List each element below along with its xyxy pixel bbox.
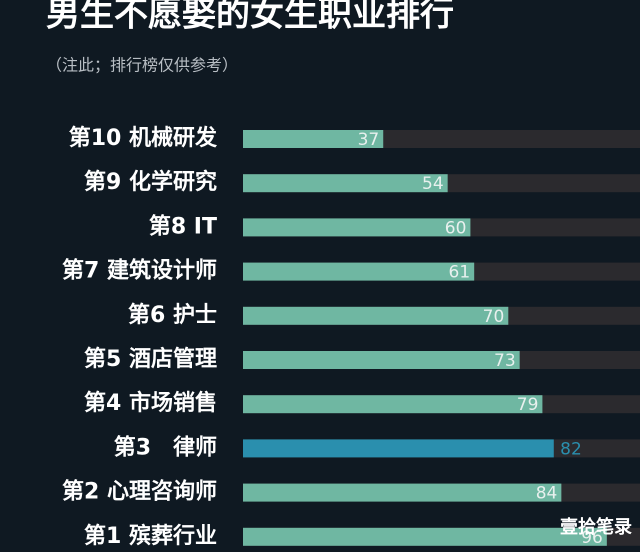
chart-title: 男生不愿娶的女生职业排行 <box>46 0 454 35</box>
y-tick-label: 第10 机械研发 <box>69 125 218 151</box>
value-label: 96 <box>581 528 603 548</box>
y-tick-label: 第3 律师 <box>114 434 217 460</box>
watermark: 壹拾笔录 <box>560 516 632 538</box>
y-tick-label: 第4 市场销售 <box>84 390 217 416</box>
y-tick-label: 第1 殡葬行业 <box>84 523 217 549</box>
bar <box>243 395 543 414</box>
value-label: 60 <box>445 218 467 238</box>
bar <box>243 527 607 546</box>
chart-subtitle: （注此；排行榜仅供参考） <box>46 56 238 75</box>
y-tick-label: 第7 建筑设计师 <box>62 258 217 284</box>
y-tick-label: 第2 心理咨询师 <box>62 479 217 505</box>
bar <box>243 262 475 281</box>
value-label: 82 <box>560 439 582 459</box>
y-tick-label: 第9 化学研究 <box>84 169 217 195</box>
y-tick-label: 第8 IT <box>149 213 217 239</box>
value-label: 79 <box>517 395 539 415</box>
bar <box>243 306 509 325</box>
bar <box>243 130 384 148</box>
bar <box>243 218 471 237</box>
value-label: 70 <box>483 307 505 327</box>
value-label: 61 <box>449 263 471 283</box>
bar <box>243 483 562 502</box>
value-label: 84 <box>536 484 558 504</box>
y-tick-label: 第5 酒店管理 <box>84 346 217 372</box>
bar <box>243 439 554 458</box>
y-tick-label: 第6 护士 <box>128 302 217 328</box>
bar <box>243 351 520 369</box>
value-label: 73 <box>494 351 516 371</box>
value-label: 54 <box>422 174 444 194</box>
value-label: 37 <box>358 130 380 150</box>
bar <box>243 174 448 193</box>
